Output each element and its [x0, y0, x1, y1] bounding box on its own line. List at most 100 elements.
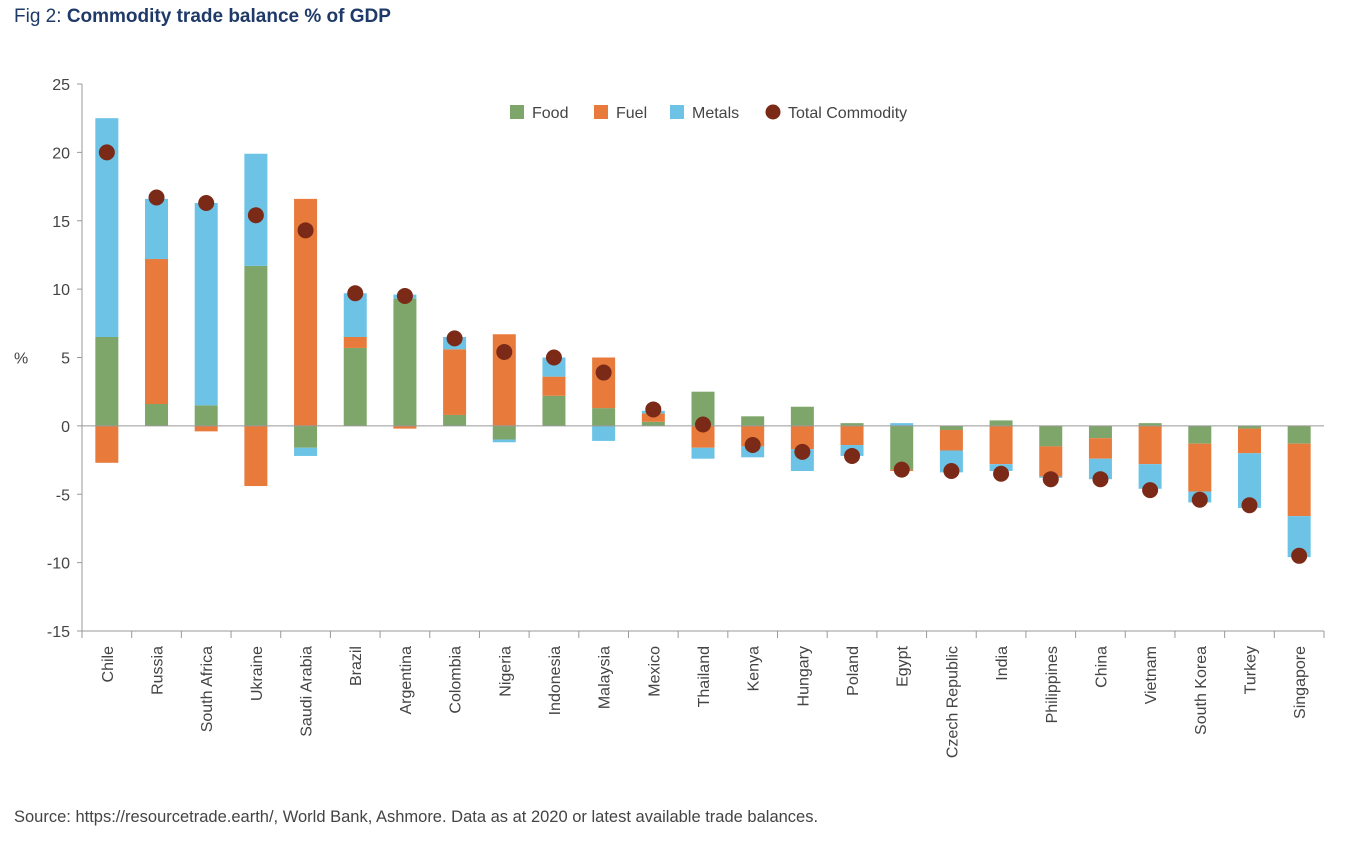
- legend-metals-label: Metals: [692, 105, 739, 122]
- total-point-indonesia: [545, 349, 562, 366]
- x-tick-label: India: [994, 646, 1011, 681]
- bar-metals-south-africa: [194, 202, 218, 406]
- y-tick-label: -10: [47, 556, 70, 573]
- total-point-china: [1092, 471, 1109, 488]
- x-tick-label: Kenya: [746, 646, 763, 691]
- legend-metals-swatch: [670, 105, 684, 119]
- bar-metals-singapore: [1287, 516, 1311, 558]
- bar-food-south-korea: [1188, 425, 1212, 444]
- bar-food-singapore: [1287, 425, 1311, 444]
- bar-fuel-czech-republic: [939, 429, 963, 451]
- x-tick-label: Argentina: [398, 646, 415, 715]
- bar-food-mexico: [641, 421, 665, 426]
- bar-fuel-chile: [95, 425, 119, 463]
- total-point-saudi-arabia: [297, 222, 314, 239]
- x-tick-label: South Korea: [1193, 646, 1210, 735]
- legend-total-commodity-marker: [765, 104, 781, 120]
- bar-fuel-south-korea: [1188, 443, 1212, 492]
- bar-food-argentina: [393, 298, 417, 426]
- total-point-mexico: [645, 401, 662, 418]
- bar-food-ukraine: [244, 265, 268, 426]
- figure-prefix: Fig 2:: [14, 6, 67, 27]
- bar-fuel-india: [989, 425, 1013, 465]
- x-tick-label: Thailand: [696, 646, 713, 707]
- x-tick-label: Nigeria: [497, 646, 514, 697]
- bar-fuel-mexico: [641, 413, 665, 422]
- bar-food-south-africa: [194, 405, 218, 426]
- bar-food-malaysia: [592, 408, 616, 426]
- bar-fuel-singapore: [1287, 443, 1311, 517]
- bar-food-czech-republic: [939, 425, 963, 430]
- x-tick-label: Malaysia: [597, 646, 614, 709]
- total-point-turkey: [1241, 497, 1258, 514]
- x-tick-label: Czech Republic: [944, 646, 961, 758]
- bar-fuel-south-africa: [194, 425, 218, 432]
- x-tick-label: Ukraine: [249, 646, 266, 701]
- bar-fuel-brazil: [343, 336, 367, 348]
- x-tick-label: Philippines: [1044, 646, 1061, 723]
- bar-food-kenya: [741, 416, 765, 426]
- x-tick-label: Hungary: [795, 646, 812, 706]
- total-point-south-africa: [198, 194, 215, 211]
- bar-food-indonesia: [542, 395, 566, 426]
- bar-metals-chile: [95, 118, 119, 337]
- x-tick-label: Turkey: [1242, 646, 1259, 694]
- total-point-kenya: [744, 437, 761, 454]
- bar-metals-thailand: [691, 447, 715, 459]
- bar-metals-brazil: [343, 293, 367, 337]
- total-point-brazil: [347, 285, 364, 302]
- total-point-thailand: [695, 416, 711, 433]
- bar-food-hungary: [790, 406, 814, 426]
- total-point-malaysia: [595, 364, 612, 381]
- total-point-chile: [98, 144, 115, 161]
- bar-fuel-colombia: [443, 349, 467, 415]
- total-point-czech-republic: [943, 463, 960, 480]
- bar-food-colombia: [443, 414, 467, 426]
- bar-fuel-thailand: [691, 425, 715, 448]
- legend-fuel-swatch: [594, 105, 608, 119]
- bar-food-saudi-arabia: [294, 425, 318, 448]
- bar-fuel-indonesia: [542, 376, 566, 396]
- x-tick-label: Brazil: [348, 646, 365, 686]
- y-axis-label: %: [14, 351, 28, 368]
- y-tick-label: 25: [52, 77, 70, 94]
- x-tick-label: Egypt: [895, 645, 912, 686]
- bar-metals-saudi-arabia: [294, 447, 318, 456]
- x-tick-label: Indonesia: [547, 646, 564, 715]
- x-tick-label: Singapore: [1292, 646, 1309, 719]
- legend-total-commodity-label: Total Commodity: [788, 105, 907, 122]
- y-tick-label: -15: [47, 624, 70, 641]
- bar-food-brazil: [343, 347, 367, 426]
- x-tick-label: Mexico: [646, 646, 663, 697]
- bar-fuel-hungary: [790, 425, 814, 450]
- bar-food-russia: [145, 403, 169, 426]
- bar-fuel-saudi-arabia: [294, 198, 318, 426]
- x-tick-label: Poland: [845, 646, 862, 696]
- bar-metals-malaysia: [592, 425, 616, 441]
- bar-metals-nigeria: [492, 439, 516, 443]
- bar-food-nigeria: [492, 425, 516, 440]
- bar-fuel-philippines: [1039, 446, 1063, 477]
- legend-food-swatch: [510, 105, 524, 119]
- bar-fuel-russia: [145, 259, 169, 404]
- y-tick-label: 0: [61, 419, 70, 436]
- legend-fuel-label: Fuel: [616, 105, 647, 122]
- bar-fuel-ukraine: [244, 425, 268, 487]
- total-point-south-korea: [1191, 491, 1208, 508]
- total-point-hungary: [794, 443, 811, 460]
- bar-fuel-argentina: [393, 425, 417, 429]
- bar-food-philippines: [1039, 425, 1063, 447]
- total-point-poland: [844, 447, 861, 464]
- x-tick-label: Chile: [100, 646, 117, 683]
- bar-metals-russia: [145, 198, 169, 260]
- total-point-singapore: [1291, 547, 1308, 564]
- x-tick-label: Russia: [150, 646, 167, 695]
- bar-food-vietnam: [1138, 423, 1162, 426]
- x-tick-label: Vietnam: [1143, 646, 1160, 704]
- bar-metals-vietnam: [1138, 464, 1162, 489]
- bar-food-turkey: [1237, 425, 1261, 429]
- bar-food-thailand: [691, 391, 715, 426]
- y-tick-label: 5: [61, 351, 70, 368]
- bar-fuel-china: [1088, 438, 1112, 459]
- legend-food-label: Food: [532, 105, 568, 122]
